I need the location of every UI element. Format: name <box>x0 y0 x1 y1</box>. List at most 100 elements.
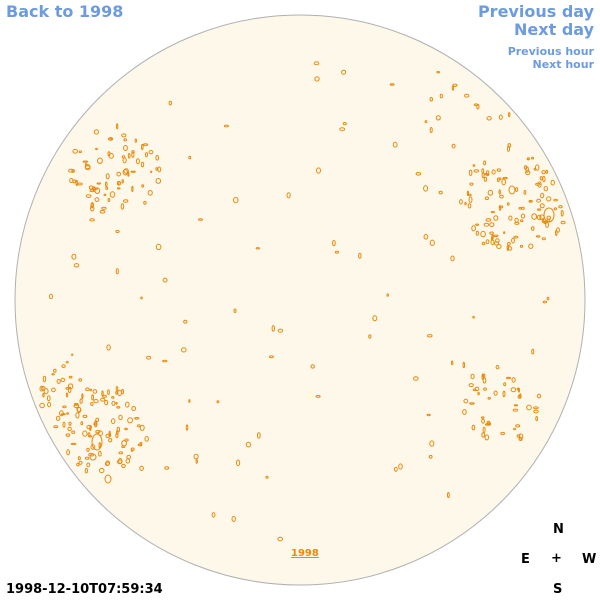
contour-speck <box>95 147 98 151</box>
contour-speck <box>536 198 541 203</box>
contour-speck <box>435 115 441 121</box>
year-link[interactable]: 1998 <box>291 548 319 559</box>
contour-speck <box>90 202 95 208</box>
contour-speck <box>126 454 131 460</box>
contour-speck <box>480 230 486 238</box>
contour-speck <box>65 361 69 364</box>
contour-speck <box>188 155 192 160</box>
contour-speck <box>485 218 492 222</box>
contour-speck <box>438 190 443 195</box>
contour-speck <box>141 143 144 151</box>
contour-speck <box>481 373 485 380</box>
contour-speck <box>483 160 487 166</box>
contour-speck <box>134 138 138 143</box>
contour-speck <box>466 190 469 197</box>
contour-speck <box>487 396 491 400</box>
next-day-link[interactable]: Next day <box>514 20 594 39</box>
contour-speck <box>436 71 441 74</box>
contour-speck <box>84 468 89 474</box>
contour-speck <box>143 200 147 205</box>
contour-speck <box>462 361 466 369</box>
contour-speck <box>486 170 490 177</box>
contour-speck <box>65 433 71 437</box>
contour-speck <box>482 377 487 384</box>
back-to-year-link[interactable]: Back to 1998 <box>6 2 124 21</box>
contour-speck <box>484 196 489 201</box>
contour-speck <box>475 230 479 236</box>
contour-speck <box>481 168 485 174</box>
contour-speck <box>491 169 496 175</box>
contour-speck <box>518 433 524 440</box>
next-hour-link[interactable]: Next hour <box>532 58 595 71</box>
contour-speck <box>130 449 134 452</box>
contour-speck <box>106 344 111 351</box>
contour-speck <box>507 143 512 148</box>
contour-speck <box>496 168 502 172</box>
contour-speck <box>127 171 130 177</box>
contour-speck <box>472 388 477 392</box>
contour-speck <box>502 176 508 180</box>
contour-speck <box>528 200 532 203</box>
contour-speck <box>155 167 158 171</box>
contour-speck <box>513 404 519 407</box>
contour-speck <box>536 208 542 211</box>
contour-speck <box>43 388 49 395</box>
contour-speck <box>95 417 100 422</box>
contour-speck <box>339 127 346 132</box>
contour-speck <box>450 255 455 262</box>
contour-speck <box>75 179 78 187</box>
contour-speck <box>498 189 501 195</box>
contour-speck <box>85 387 90 392</box>
contour-speck <box>53 368 57 373</box>
previous-hour-link[interactable]: Previous hour <box>507 45 594 58</box>
contour-speck <box>86 447 90 452</box>
contour-speck <box>73 263 80 268</box>
contour-speck <box>121 388 124 395</box>
compass-center: + <box>551 551 562 566</box>
contour-speck <box>475 223 480 226</box>
contour-speck <box>483 387 487 391</box>
contour-speck <box>107 198 111 202</box>
contour-speck <box>459 199 463 205</box>
contour-speck <box>91 394 94 401</box>
contour-speck <box>164 466 170 470</box>
contour-speck <box>546 296 550 301</box>
contour-speck <box>530 156 535 160</box>
contour-speck <box>236 459 241 467</box>
contour-speck <box>118 414 123 421</box>
contour-speck <box>486 420 491 425</box>
contour-speck <box>81 393 84 400</box>
contour-speck <box>527 157 530 161</box>
contour-speck <box>116 171 121 177</box>
compass-west: W <box>582 552 597 567</box>
observation-timestamp: 1998-12-10T07:59:34 <box>6 582 163 597</box>
compass-north: N <box>553 522 564 537</box>
contour-speck <box>188 399 191 403</box>
contour-speck <box>68 421 72 426</box>
contour-speck <box>82 414 88 418</box>
contour-speck <box>62 421 66 428</box>
contour-speck <box>493 241 500 246</box>
previous-day-link[interactable]: Previous day <box>477 2 594 21</box>
contour-speck <box>487 189 494 196</box>
contour-speck <box>332 240 336 247</box>
contour-speck <box>51 387 56 393</box>
contour-speck <box>105 181 108 188</box>
contour-speck <box>118 451 124 455</box>
contour-speck <box>481 432 486 438</box>
contour-speck <box>523 190 527 195</box>
contour-speck <box>108 430 111 437</box>
contour-region <box>104 474 112 484</box>
contour-speck <box>429 440 435 447</box>
contour-speck <box>393 466 398 472</box>
contour-speck <box>39 402 45 409</box>
contour-speck <box>99 209 106 214</box>
contour-speck <box>131 406 137 411</box>
contour-speck <box>413 376 419 381</box>
contour-speck <box>518 207 523 210</box>
contour-speck <box>90 205 95 212</box>
contour-speck <box>123 138 127 142</box>
contour-speck <box>520 213 526 219</box>
contour-speck <box>423 185 429 192</box>
contour-speck <box>560 210 564 217</box>
